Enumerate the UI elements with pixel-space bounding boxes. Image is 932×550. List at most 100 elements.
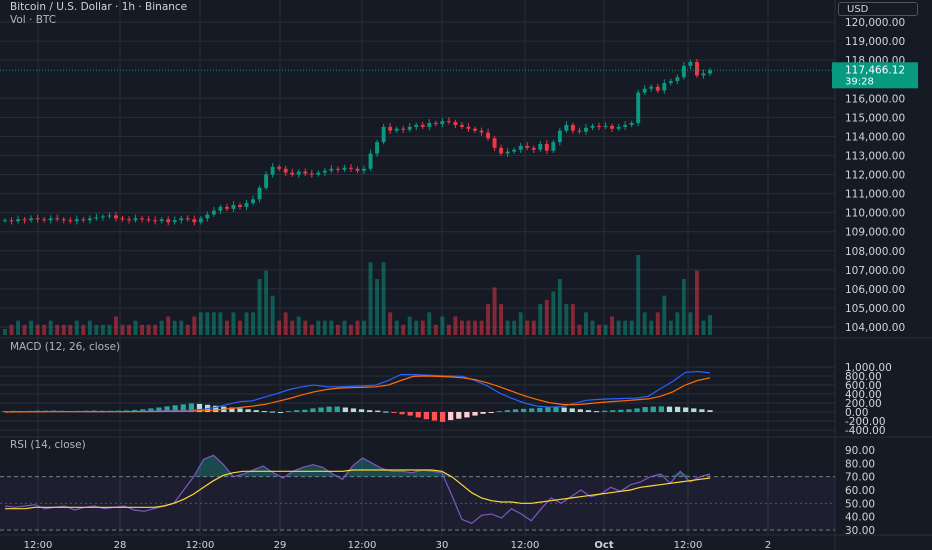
volume-bar [688, 312, 693, 335]
macd-histogram-bar [277, 412, 284, 413]
volume-bar [100, 324, 105, 335]
rsi-overbought-fill [312, 464, 323, 477]
candle-body [505, 151, 510, 154]
candle-body [61, 219, 66, 221]
time-tick-label: 28 [114, 540, 127, 550]
candle-body [68, 220, 73, 222]
volume-bar [597, 324, 601, 335]
candle-body [316, 172, 321, 175]
volume-bar [290, 320, 295, 335]
volume-bar [55, 324, 60, 335]
rsi-overbought-fill [292, 467, 303, 477]
volume-bar [662, 295, 667, 335]
macd-histogram-bar [358, 409, 365, 412]
time-tick-label: 12:00 [674, 540, 703, 550]
volume-bar [277, 320, 282, 335]
macd-histogram-bar [253, 410, 259, 412]
volume-bar [211, 312, 216, 335]
price-tick-label: 113,000.00 [845, 150, 905, 162]
volume-bar [198, 312, 203, 335]
volume-bar [668, 320, 673, 335]
candle-body [459, 124, 464, 127]
volume-bar [603, 324, 608, 335]
candle-body [629, 123, 634, 125]
candle-body [551, 142, 556, 151]
volume-bar [179, 320, 184, 335]
currency-button[interactable]: USD [838, 2, 918, 16]
rsi-overbought-fill [302, 464, 313, 477]
volume-bar [466, 320, 471, 335]
volume-bar [355, 320, 360, 335]
candle-body [466, 126, 471, 129]
rsi-overbought-fill [412, 470, 423, 477]
volume-bar [701, 320, 706, 335]
candle-body [153, 220, 158, 222]
volume-bar [22, 324, 27, 335]
volume-bar [512, 320, 517, 335]
rsi-overbought-fill [422, 470, 432, 477]
price-tick-label: 109,000.00 [845, 227, 905, 239]
time-tick-label: 12:00 [511, 540, 540, 550]
volume-legend[interactable]: Vol · BTC [10, 14, 57, 26]
macd-histogram-bar [634, 408, 640, 412]
candle-body [120, 218, 125, 220]
volume-bar [296, 316, 301, 335]
candle-body [564, 124, 569, 131]
volume-bar [205, 312, 210, 335]
candle-body [16, 219, 21, 222]
volume-bar [610, 316, 615, 335]
time-tick-label: 12:00 [24, 540, 53, 550]
macd-histogram-bar [545, 407, 551, 412]
signal-line [4, 375, 711, 413]
candle-body [42, 219, 47, 221]
volume-bar [159, 320, 164, 335]
macd-histogram-bar [285, 411, 292, 413]
volume-bar [87, 320, 92, 335]
macd-histogram-bar [683, 407, 689, 412]
symbol-legend[interactable]: Bitcoin / U.S. Dollar · 1h · Binance [10, 1, 188, 13]
macd-histogram-bar [585, 410, 592, 412]
candle-body [694, 62, 699, 76]
candle-body [518, 145, 523, 150]
macd-histogram-bar [529, 408, 535, 412]
candle-body [211, 210, 216, 215]
volume-bar [133, 320, 138, 335]
candle-body [264, 174, 269, 188]
macd-histogram-bar [326, 406, 332, 412]
rsi-legend[interactable]: RSI (14, close) [10, 439, 86, 451]
volume-bar [564, 304, 569, 335]
price-tick-label: 107,000.00 [845, 265, 905, 277]
volume-bar [407, 316, 412, 335]
price-tick-label: 112,000.00 [845, 170, 905, 182]
macd-histogram-bar [148, 408, 154, 412]
macd-histogram-bar [196, 403, 203, 412]
volume-bar [3, 329, 7, 335]
candle-body [381, 126, 386, 143]
macd-histogram-bar [448, 412, 454, 421]
candle-body [303, 171, 308, 174]
macd-tick-label: 0.00 [845, 407, 868, 419]
volume-bar [636, 255, 641, 335]
volume-bar [335, 324, 340, 335]
volume-bar [649, 320, 654, 335]
macd-histogram-bar [496, 411, 502, 413]
volume-bar [473, 320, 477, 335]
volume-bar [525, 320, 530, 335]
bar-countdown: 39:28 [845, 76, 874, 87]
candle-body [362, 168, 366, 171]
candle-body [159, 219, 164, 222]
macd-legend[interactable]: MACD (12, 26, close) [10, 341, 121, 353]
candle-body [140, 218, 145, 220]
price-tick-label: 115,000.00 [845, 112, 905, 124]
macd-tick-label: -400.00 [845, 425, 886, 437]
volume-bar [42, 324, 47, 335]
price-tick-label: 111,000.00 [845, 189, 905, 201]
volume-bar [264, 270, 269, 335]
macd-histogram-bar [569, 408, 575, 412]
rsi-ma-line [5, 469, 711, 510]
candle-body [257, 187, 262, 200]
volume-bar [694, 270, 699, 335]
volume-bar [492, 287, 497, 335]
